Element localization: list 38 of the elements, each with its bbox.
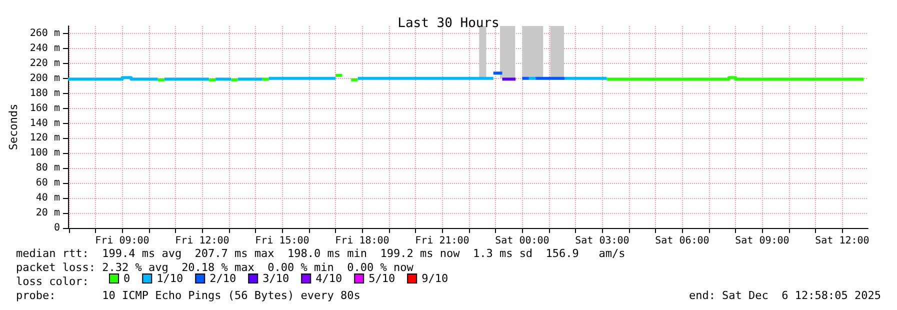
- text: packet loss: 2.32 % avg 20.18 % max 0.00 % min 0.00 % now: [16, 261, 414, 274]
- x-tick-label: Sat 09:00: [735, 236, 790, 246]
- x-tick-label: Fri 15:00: [255, 236, 310, 246]
- x-tick-label: Fri 18:00: [335, 236, 390, 246]
- y-tick-label: 160 m: [30, 102, 60, 114]
- y-tick-label: 220 m: [30, 58, 60, 69]
- legend-label: 9/10: [422, 272, 448, 285]
- legend-label: 1/10: [156, 272, 184, 285]
- legend-label: 2/10: [210, 272, 236, 285]
- legend-label: 0: [124, 272, 130, 285]
- x-tick-label: Sat 03:00: [575, 236, 630, 246]
- x-tick-label: Fri 12:00: [175, 236, 230, 246]
- legend-title: loss color:: [16, 275, 89, 288]
- y-tick-label: 240 m: [30, 42, 60, 54]
- y-tick-label: 0: [54, 222, 60, 234]
- legend-label: 3/10: [262, 272, 290, 285]
- y-tick-label: 140 m: [30, 118, 60, 129]
- y-axis-title: Seconds: [7, 104, 20, 150]
- x-tick-label: Sat 12:00: [815, 236, 870, 246]
- x-tick-label: Fri 09:00: [95, 236, 150, 246]
- text: end: Sat Dec 6 12:58:05 2025: [688, 289, 882, 302]
- legend-label: 4/10: [316, 272, 342, 285]
- y-tick-label: 200 m: [30, 72, 60, 84]
- y-tick-label: 60 m: [36, 178, 60, 189]
- text: median rtt: 199.4 ms avg 207.7 ms max 198.0 ms min 199.2 ms now 1.3 ms sd 156.9 am/s: [16, 247, 626, 260]
- x-tick-label: Sat 06:00: [655, 236, 710, 246]
- y-tick-label: 260 m: [30, 28, 60, 39]
- x-tick-label: Fri 21:00: [415, 236, 470, 246]
- x-tick-label: Sat 00:00: [495, 236, 550, 246]
- y-tick-label: 80 m: [36, 162, 60, 174]
- legend-label: 5/10: [368, 272, 396, 285]
- y-tick-label: 40 m: [36, 192, 60, 204]
- y-tick-label: 180 m: [30, 88, 60, 99]
- y-tick-label: 20 m: [36, 208, 60, 219]
- y-tick-label: 100 m: [30, 148, 60, 159]
- y-tick-label: 120 m: [30, 132, 60, 144]
- text: probe: 10 ICMP Echo Pings (56 Bytes) every 80s: [16, 289, 360, 302]
- chart-title: Last 30 Hours: [398, 16, 500, 31]
